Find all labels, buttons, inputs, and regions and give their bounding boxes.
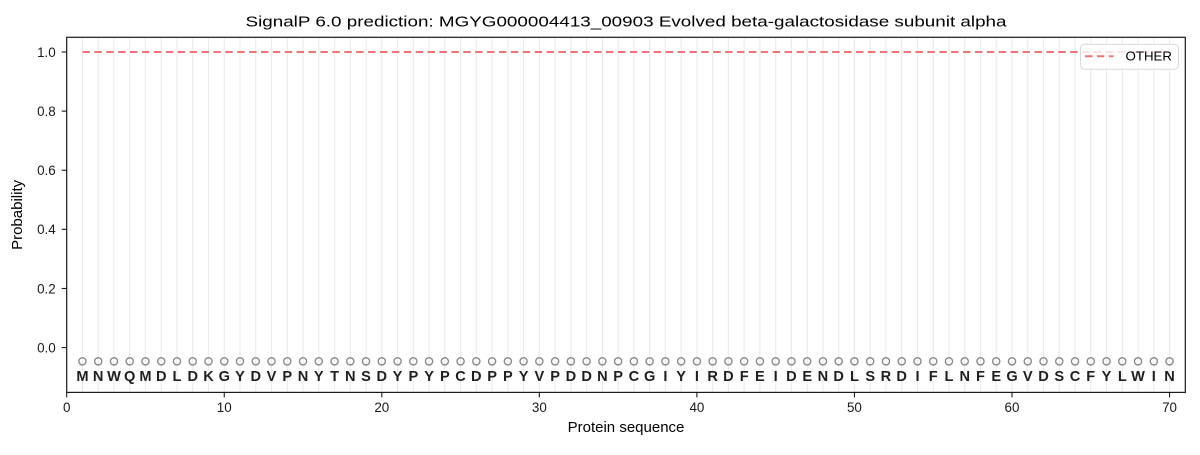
svg-text:0.8: 0.8	[37, 104, 56, 119]
svg-text:C: C	[455, 369, 466, 385]
svg-text:Probability: Probability	[9, 179, 26, 250]
svg-text:S: S	[361, 369, 371, 385]
svg-text:Q: Q	[124, 369, 135, 385]
svg-text:Protein sequence: Protein sequence	[568, 419, 685, 436]
svg-text:10: 10	[217, 400, 232, 415]
svg-text:Y: Y	[519, 369, 529, 385]
svg-text:F: F	[929, 369, 938, 385]
svg-text:D: D	[833, 369, 844, 385]
svg-text:F: F	[1086, 369, 1095, 385]
svg-text:D: D	[786, 369, 797, 385]
svg-text:P: P	[282, 369, 292, 385]
svg-text:1.0: 1.0	[37, 45, 56, 60]
svg-text:V: V	[267, 369, 277, 385]
svg-text:0.4: 0.4	[37, 222, 56, 237]
svg-text:D: D	[723, 369, 734, 385]
svg-text:N: N	[959, 369, 970, 385]
svg-text:P: P	[487, 369, 497, 385]
svg-text:K: K	[203, 369, 214, 385]
svg-text:N: N	[345, 369, 356, 385]
svg-text:0: 0	[63, 400, 70, 415]
svg-text:Y: Y	[314, 369, 324, 385]
svg-text:I: I	[695, 369, 699, 385]
svg-text:W: W	[107, 369, 121, 385]
svg-text:0.6: 0.6	[37, 163, 56, 178]
svg-text:30: 30	[532, 400, 547, 415]
svg-text:N: N	[1164, 369, 1175, 385]
svg-text:C: C	[1070, 369, 1081, 385]
svg-text:D: D	[187, 369, 198, 385]
svg-text:L: L	[173, 369, 182, 385]
svg-text:R: R	[881, 369, 892, 385]
svg-text:SignalP 6.0 prediction: MGYG00: SignalP 6.0 prediction: MGYG000004413_00…	[246, 13, 1008, 30]
svg-text:40: 40	[689, 400, 704, 415]
svg-text:V: V	[534, 369, 544, 385]
svg-text:I: I	[774, 369, 778, 385]
svg-text:OTHER: OTHER	[1126, 49, 1173, 64]
svg-text:0.2: 0.2	[37, 281, 56, 296]
svg-text:L: L	[850, 369, 859, 385]
svg-text:E: E	[991, 369, 1001, 385]
svg-text:P: P	[503, 369, 513, 385]
svg-text:G: G	[219, 369, 230, 385]
svg-text:R: R	[707, 369, 718, 385]
svg-text:V: V	[1023, 369, 1033, 385]
svg-text:P: P	[613, 369, 623, 385]
svg-text:Y: Y	[424, 369, 434, 385]
svg-text:T: T	[330, 369, 339, 385]
svg-text:60: 60	[1005, 400, 1020, 415]
svg-text:F: F	[976, 369, 985, 385]
svg-text:C: C	[629, 369, 640, 385]
svg-text:S: S	[1054, 369, 1064, 385]
svg-text:N: N	[818, 369, 829, 385]
svg-text:W: W	[1131, 369, 1145, 385]
svg-text:S: S	[865, 369, 875, 385]
svg-text:E: E	[802, 369, 812, 385]
svg-text:D: D	[250, 369, 261, 385]
svg-text:G: G	[1006, 369, 1017, 385]
svg-text:M: M	[76, 369, 88, 385]
svg-text:D: D	[471, 369, 482, 385]
svg-text:Y: Y	[1102, 369, 1112, 385]
svg-text:F: F	[740, 369, 749, 385]
svg-text:L: L	[945, 369, 954, 385]
svg-text:70: 70	[1162, 400, 1177, 415]
svg-text:E: E	[755, 369, 765, 385]
svg-text:P: P	[550, 369, 560, 385]
svg-text:I: I	[663, 369, 667, 385]
svg-text:G: G	[644, 369, 655, 385]
svg-text:N: N	[597, 369, 608, 385]
svg-text:50: 50	[847, 400, 862, 415]
svg-text:I: I	[915, 369, 919, 385]
svg-text:D: D	[566, 369, 577, 385]
svg-text:D: D	[377, 369, 388, 385]
svg-text:N: N	[93, 369, 104, 385]
svg-text:N: N	[298, 369, 309, 385]
svg-text:I: I	[1152, 369, 1156, 385]
svg-text:D: D	[581, 369, 592, 385]
svg-text:M: M	[139, 369, 151, 385]
svg-text:D: D	[896, 369, 907, 385]
svg-text:D: D	[156, 369, 167, 385]
svg-text:P: P	[440, 369, 450, 385]
svg-text:L: L	[1118, 369, 1127, 385]
svg-text:Y: Y	[676, 369, 686, 385]
svg-text:0.0: 0.0	[37, 340, 56, 355]
svg-text:Y: Y	[393, 369, 403, 385]
svg-text:Y: Y	[235, 369, 245, 385]
svg-text:P: P	[408, 369, 418, 385]
svg-text:20: 20	[374, 400, 389, 415]
svg-text:D: D	[1038, 369, 1049, 385]
